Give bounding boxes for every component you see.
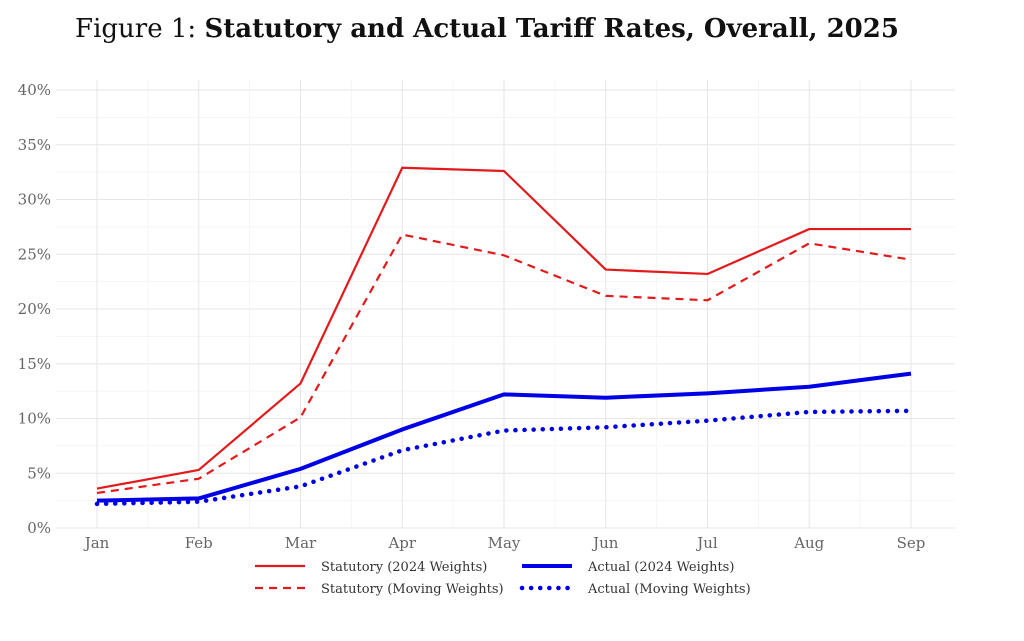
x-tick-label: Jul bbox=[695, 534, 718, 552]
x-tick-label: Mar bbox=[285, 534, 317, 552]
title-text: Statutory and Actual Tariff Rates, Overa… bbox=[204, 14, 899, 44]
y-tick-label: 30% bbox=[18, 191, 51, 209]
legend-label: Actual (Moving Weights) bbox=[587, 582, 751, 597]
x-tick-label: Jun bbox=[591, 534, 619, 552]
series-line-actual-moving-weights bbox=[94, 408, 914, 507]
legend-label: Statutory (Moving Weights) bbox=[321, 582, 504, 597]
chart-title: Figure 1: Statutory and Actual Tariff Ra… bbox=[0, 14, 974, 44]
legend-label: Statutory (2024 Weights) bbox=[321, 560, 487, 575]
y-tick-label: 5% bbox=[27, 464, 51, 482]
y-tick-label: 10% bbox=[18, 410, 51, 428]
y-tick-label: 20% bbox=[18, 300, 51, 318]
x-tick-label: Sep bbox=[897, 534, 926, 552]
y-tick-label: 15% bbox=[18, 355, 51, 373]
y-tick-label: 25% bbox=[18, 245, 51, 263]
y-tick-label: 35% bbox=[18, 136, 51, 154]
x-tick-label: Aug bbox=[793, 534, 824, 552]
legend-label: Actual (2024 Weights) bbox=[587, 560, 734, 575]
x-tick-label: May bbox=[488, 534, 521, 552]
y-tick-label: 0% bbox=[27, 519, 51, 537]
x-tick-label: Feb bbox=[185, 534, 213, 552]
x-tick-label: Jan bbox=[83, 534, 110, 552]
y-tick-label: 40% bbox=[18, 81, 51, 99]
x-tick-label: Apr bbox=[387, 534, 416, 552]
figure-label: Figure 1: bbox=[75, 14, 197, 44]
